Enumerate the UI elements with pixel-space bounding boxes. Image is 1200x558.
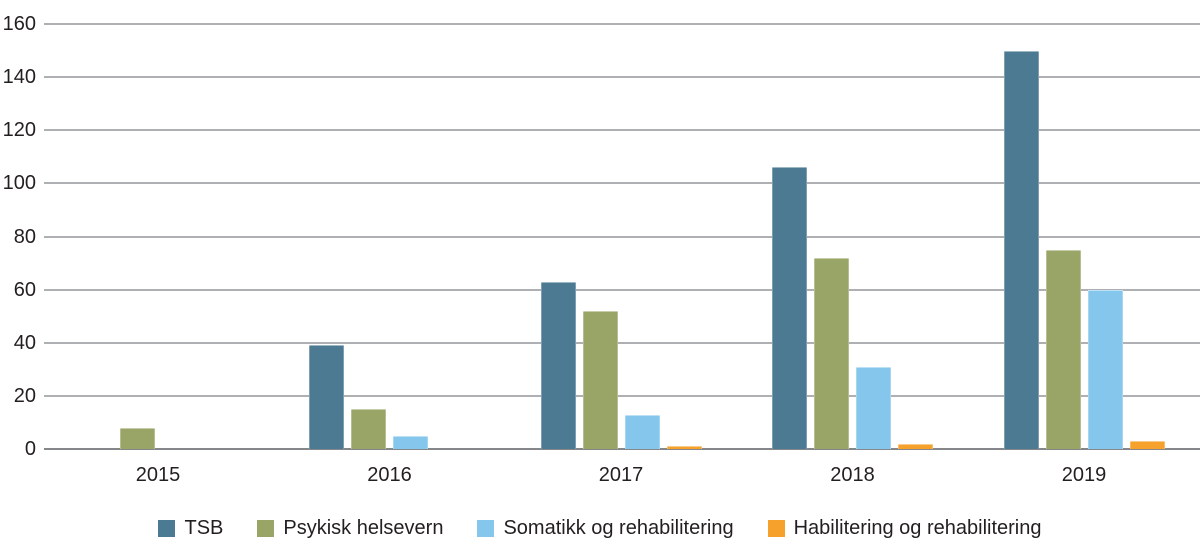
- bar-2018-somatikk-og-rehabilitering: [856, 366, 891, 449]
- bar-group-2016: [309, 24, 470, 449]
- bar-2016-tsb: [309, 345, 344, 449]
- legend-item-tsb: TSB: [158, 516, 223, 540]
- x-tick-label-2017: 2017: [598, 464, 644, 486]
- bar-2015-psykisk-helsevern: [119, 427, 155, 449]
- bar-2019-habilitering-og-rehabilitering: [1129, 441, 1165, 449]
- gridline-140: [44, 76, 1200, 79]
- bar-2017-psykisk-helsevern: [582, 310, 618, 449]
- y-tick-label-100: 100: [2, 172, 36, 195]
- y-tick-label-140: 140: [2, 66, 36, 89]
- legend-item-somatikk-og-rehabilitering: Somatikk og rehabilitering: [477, 516, 734, 540]
- legend-item-habilitering-og-rehabilitering: Habilitering og rehabilitering: [767, 516, 1042, 540]
- bar-2017-somatikk-og-rehabilitering: [624, 414, 660, 449]
- legend-label: Psykisk helsevern: [283, 517, 444, 539]
- gridline-60: [44, 288, 1200, 291]
- legend-item-psykisk-helsevern: Psykisk helsevern: [257, 516, 443, 540]
- legend-swatch-icon: [477, 519, 495, 537]
- y-tick-label-20: 20: [13, 384, 36, 407]
- y-tick-label-60: 60: [13, 278, 36, 301]
- legend-label: TSB: [184, 517, 224, 539]
- gridline-20: [44, 394, 1200, 397]
- x-tick-label-2019: 2019: [1061, 464, 1107, 486]
- bar-2019-psykisk-helsevern: [1045, 249, 1081, 449]
- legend-swatch-icon: [767, 519, 785, 537]
- bar-group-2017: [540, 24, 702, 449]
- bar-2019-tsb: [1003, 50, 1039, 449]
- bar-group-2015: [78, 24, 239, 449]
- bar-2019-somatikk-og-rehabilitering: [1087, 289, 1123, 449]
- bar-group-2019: [1003, 24, 1165, 449]
- legend-swatch-icon: [257, 519, 275, 537]
- gridline-160: [44, 23, 1200, 25]
- y-tick-label-120: 120: [2, 119, 36, 142]
- bar-group-2018: [772, 24, 933, 449]
- x-tick-label-2018: 2018: [830, 464, 875, 486]
- legend-label: Somatikk og rehabilitering: [503, 517, 734, 539]
- x-axis-line: [44, 448, 1200, 450]
- bar-2016-psykisk-helsevern: [351, 409, 386, 449]
- bar-2017-habilitering-og-rehabilitering: [666, 446, 702, 449]
- bar-2018-tsb: [772, 167, 807, 449]
- legend-label: Habilitering og rehabilitering: [793, 517, 1042, 539]
- y-tick-label-160: 160: [2, 13, 36, 35]
- gridline-120: [44, 129, 1200, 132]
- gridline-100: [44, 182, 1200, 185]
- y-tick-label-0: 0: [24, 438, 36, 460]
- bar-2017-tsb: [540, 281, 576, 449]
- gridline-80: [44, 235, 1200, 238]
- bar-2018-habilitering-og-rehabilitering: [898, 443, 933, 449]
- bar-2018-psykisk-helsevern: [814, 257, 849, 449]
- legend-swatch-icon: [158, 519, 176, 537]
- gridline-40: [44, 341, 1200, 344]
- x-tick-label-2015: 2015: [135, 464, 181, 486]
- y-tick-label-80: 80: [13, 225, 36, 248]
- bar-2016-somatikk-og-rehabilitering: [393, 435, 428, 449]
- x-tick-label-2016: 2016: [367, 464, 412, 486]
- y-tick-label-40: 40: [13, 331, 36, 354]
- legend: TSB Psykisk helsevern Somatikk og rehabili…: [0, 516, 1200, 540]
